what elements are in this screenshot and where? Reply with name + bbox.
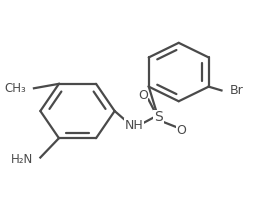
Text: Br: Br [230, 84, 244, 97]
Text: S: S [154, 111, 163, 125]
Text: H₂N: H₂N [10, 153, 33, 166]
Text: CH₃: CH₃ [4, 82, 26, 95]
Text: O: O [176, 124, 186, 137]
Text: NH: NH [125, 119, 143, 132]
Text: O: O [138, 89, 148, 102]
